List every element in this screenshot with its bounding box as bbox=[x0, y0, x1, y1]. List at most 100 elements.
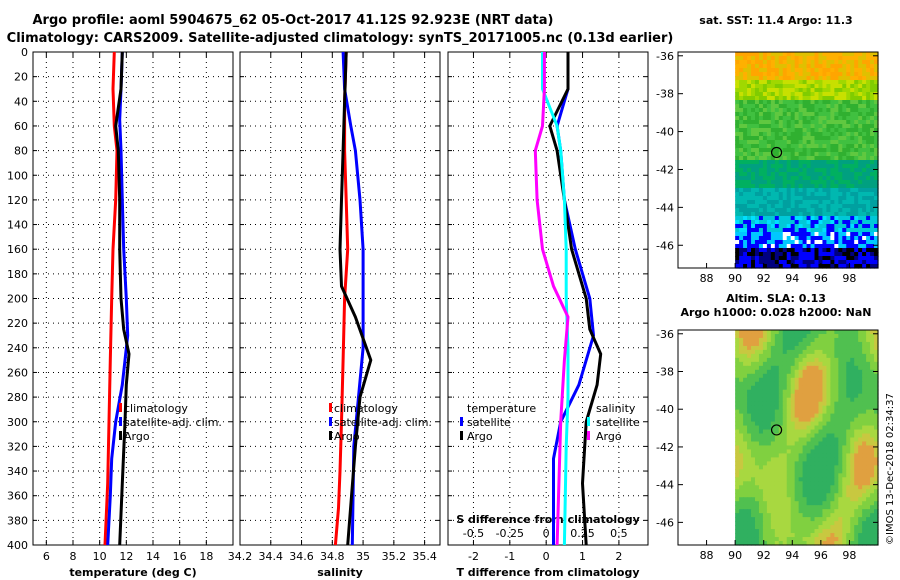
map-cell bbox=[778, 465, 784, 470]
map-cell bbox=[874, 353, 879, 359]
map-cell bbox=[754, 449, 760, 455]
map-cell bbox=[743, 84, 748, 89]
map-cell bbox=[754, 497, 760, 502]
map-cell bbox=[818, 212, 824, 217]
map-cell bbox=[822, 204, 828, 209]
map-cell bbox=[826, 493, 831, 498]
map-cell bbox=[866, 120, 871, 125]
map-cell bbox=[743, 184, 748, 189]
map-cell bbox=[766, 345, 772, 351]
map-cell bbox=[790, 465, 796, 470]
map-cell bbox=[854, 517, 859, 522]
map-cell bbox=[834, 112, 839, 117]
map-cell bbox=[810, 465, 816, 470]
map-cell bbox=[766, 369, 772, 375]
map-cell bbox=[870, 425, 875, 431]
map-cell bbox=[874, 264, 879, 269]
map-cell bbox=[743, 252, 748, 257]
map-cell bbox=[822, 397, 828, 403]
map-cell bbox=[794, 369, 800, 375]
map-cell bbox=[747, 333, 752, 339]
map-cell bbox=[739, 497, 744, 502]
map-cell bbox=[798, 148, 804, 153]
map-cell bbox=[774, 100, 780, 105]
map-cell bbox=[814, 441, 820, 447]
map-cell bbox=[782, 381, 788, 387]
map-cell bbox=[766, 68, 772, 73]
map-cell bbox=[762, 216, 768, 221]
map-cell bbox=[747, 208, 752, 213]
map-cell bbox=[830, 525, 835, 530]
map-cell bbox=[862, 212, 867, 217]
map-cell bbox=[735, 116, 740, 121]
map-cell bbox=[822, 168, 828, 173]
map-cell bbox=[854, 244, 859, 249]
map-cell bbox=[798, 260, 804, 265]
map-cell bbox=[834, 537, 839, 542]
map-cell bbox=[874, 449, 879, 455]
map-cell bbox=[826, 330, 831, 335]
map-cell bbox=[846, 64, 851, 69]
map-cell bbox=[822, 393, 828, 399]
map-cell bbox=[794, 521, 800, 526]
map-cell bbox=[790, 529, 796, 534]
map-cell bbox=[739, 485, 744, 490]
map-cell bbox=[834, 457, 839, 462]
map-cell bbox=[866, 144, 871, 149]
map-cell bbox=[754, 501, 760, 506]
map-cell bbox=[830, 200, 835, 205]
map-cell bbox=[826, 505, 831, 510]
map-cell bbox=[822, 537, 828, 542]
map-cell bbox=[794, 168, 800, 173]
map-cell bbox=[794, 385, 800, 391]
map-cell bbox=[850, 172, 855, 177]
map-cell bbox=[858, 441, 863, 447]
map-cell bbox=[802, 200, 808, 205]
map-cell bbox=[802, 204, 808, 209]
map-cell bbox=[822, 433, 828, 439]
map-cell bbox=[790, 160, 796, 165]
map-cell bbox=[762, 164, 768, 169]
map-cell bbox=[842, 100, 847, 105]
map-cell bbox=[766, 393, 772, 399]
map-cell bbox=[802, 417, 808, 423]
map-cell bbox=[786, 473, 792, 478]
map-cell bbox=[838, 164, 843, 169]
map-cell bbox=[735, 405, 740, 411]
map-cell bbox=[766, 80, 772, 85]
map-cell bbox=[874, 52, 879, 57]
map-cell bbox=[770, 100, 776, 105]
map-cell bbox=[735, 401, 740, 407]
map-cell bbox=[770, 124, 776, 129]
map-cell bbox=[810, 188, 816, 193]
map-cell bbox=[802, 449, 808, 455]
map-cell bbox=[822, 152, 828, 157]
map-cell bbox=[858, 489, 863, 494]
map-cell bbox=[778, 349, 784, 355]
map-cell bbox=[782, 449, 788, 455]
map-cell bbox=[826, 156, 831, 161]
map-cell bbox=[858, 533, 863, 538]
map-cell bbox=[874, 156, 879, 161]
map-cell bbox=[838, 493, 843, 498]
map-cell bbox=[826, 425, 831, 431]
map-cell bbox=[762, 337, 768, 343]
map-cell bbox=[751, 252, 756, 257]
map-cell bbox=[826, 208, 831, 213]
map-cell bbox=[850, 248, 855, 253]
map-cell bbox=[814, 405, 820, 411]
map-cell bbox=[743, 240, 748, 245]
depth-tick-label: 80 bbox=[14, 145, 28, 158]
map-cell bbox=[758, 192, 764, 197]
map-cell bbox=[747, 477, 752, 482]
map-cell bbox=[798, 421, 804, 427]
map-cell bbox=[810, 445, 816, 451]
map-cell bbox=[735, 88, 740, 93]
map-cell bbox=[818, 160, 824, 165]
map-cell bbox=[862, 521, 867, 526]
map-cell bbox=[790, 172, 796, 177]
map-cell bbox=[818, 461, 824, 466]
map-cell bbox=[874, 248, 879, 253]
map-cell bbox=[834, 429, 839, 435]
map-cell bbox=[838, 76, 843, 81]
